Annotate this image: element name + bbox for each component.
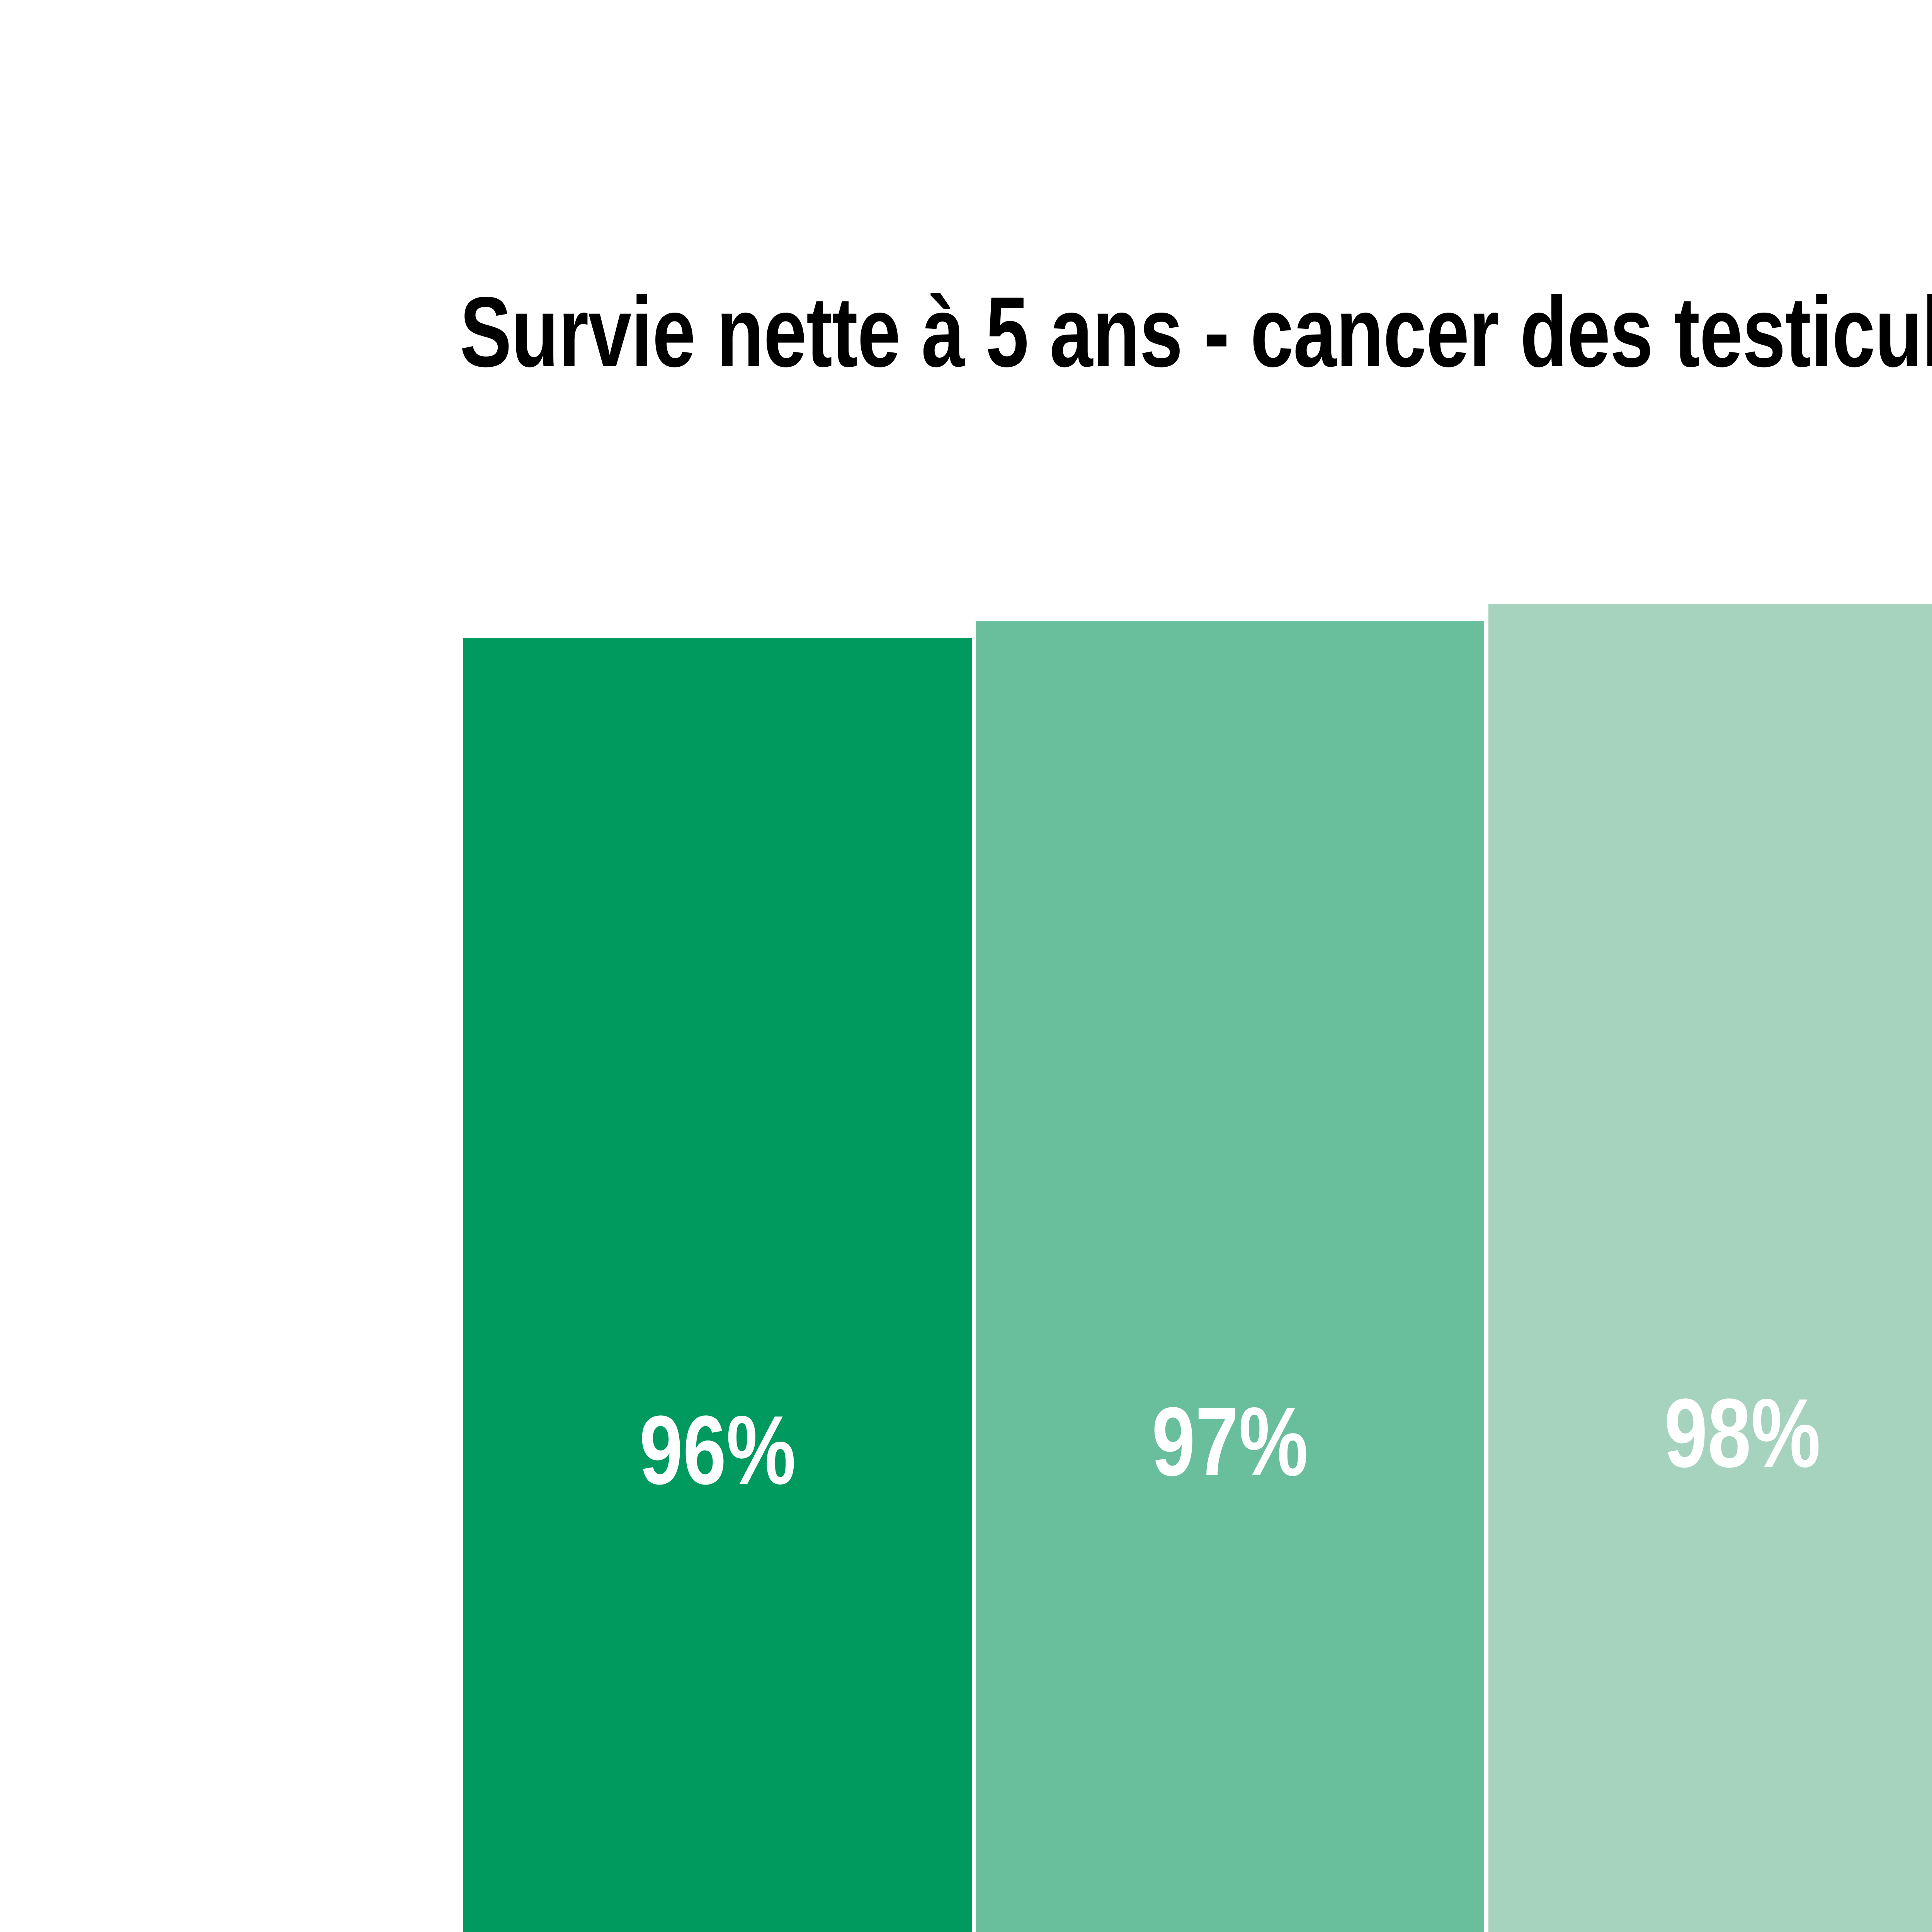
bar-2004-2008: 96%	[463, 638, 972, 1932]
bar-value-label: 98%	[1664, 1378, 1821, 1488]
bar-value-label: 96%	[639, 1395, 796, 1505]
chart-title: Survie nette à 5 ans - cancer des testic…	[460, 276, 1932, 388]
bar-2009-2013: 97%	[976, 621, 1485, 1932]
bar-value-label: 97%	[1151, 1386, 1308, 1496]
bar-2014-2018: 98%	[1488, 604, 1932, 1932]
bar-plot: 96% 97% 98% 96%	[463, 570, 1932, 1932]
